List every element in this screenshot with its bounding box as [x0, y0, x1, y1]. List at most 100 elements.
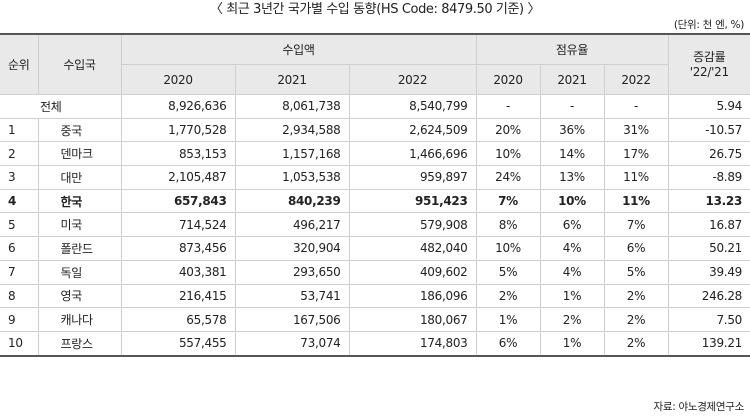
amount-cell: 1,157,168 — [234, 141, 349, 167]
table-row: 3 대만 2,105,487 1,053,538 959,897 24% 13%… — [0, 165, 750, 190]
amount-cell: 2,624,509 — [348, 118, 476, 143]
amount-cell: 482,040 — [348, 236, 476, 261]
header-growth-line2: '22/'21 — [689, 64, 729, 79]
total-label: 전체 — [0, 94, 121, 119]
share-cell: 2% — [539, 307, 604, 332]
share-cell: 10% — [539, 189, 604, 214]
total-amount: 8,926,636 — [120, 94, 235, 119]
amount-cell: 73,074 — [234, 331, 349, 357]
share-cell: 4% — [539, 236, 604, 261]
rank-cell: 9 — [0, 307, 38, 332]
table-row: 8 영국 216,415 53,741 186,096 2% 1% 2% 246… — [0, 284, 750, 309]
rank-cell: 4 — [0, 189, 38, 214]
amount-cell: 1,466,696 — [348, 141, 476, 167]
country-cell: 중국 — [37, 118, 121, 143]
table-row: 10 프랑스 557,455 73,074 174,803 6% 1% 2% 1… — [0, 331, 750, 357]
share-cell: 24% — [475, 165, 540, 190]
amount-cell: 873,456 — [120, 236, 235, 261]
amount-cell: 1,770,528 — [120, 118, 235, 143]
table-row: 1 중국 1,770,528 2,934,588 2,624,509 20% 3… — [0, 118, 750, 143]
share-cell: 7% — [603, 212, 668, 238]
growth-cell: 16.87 — [667, 212, 750, 238]
share-cell: 36% — [539, 118, 604, 143]
header-amount-year: 2021 — [234, 64, 349, 95]
table-row: 5 미국 714,524 496,217 579,908 8% 6% 7% 16… — [0, 212, 750, 238]
amount-cell: 1,053,538 — [234, 165, 349, 190]
header-share: 점유율 — [475, 33, 668, 65]
share-cell: 1% — [539, 284, 604, 309]
total-share: - — [603, 94, 668, 119]
header-rank: 순위 — [0, 33, 38, 95]
amount-cell: 216,415 — [120, 284, 235, 309]
header-amount-year: 2020 — [120, 64, 235, 95]
table-row-highlighted: 4 한국 657,843 840,239 951,423 7% 10% 11% … — [0, 189, 750, 214]
share-cell: 20% — [475, 118, 540, 143]
share-cell: 4% — [539, 260, 604, 285]
total-amount: 8,061,738 — [234, 94, 349, 119]
share-cell: 2% — [603, 284, 668, 309]
rank-cell: 7 — [0, 260, 38, 285]
amount-cell: 496,217 — [234, 212, 349, 238]
growth-cell: -10.57 — [667, 118, 750, 143]
amount-cell: 579,908 — [348, 212, 476, 238]
share-cell: 5% — [603, 260, 668, 285]
amount-cell: 853,153 — [120, 141, 235, 167]
share-cell: 2% — [475, 284, 540, 309]
country-cell: 캐나다 — [37, 307, 121, 332]
country-cell: 영국 — [37, 284, 121, 309]
country-cell: 독일 — [37, 260, 121, 285]
amount-cell: 174,803 — [348, 331, 476, 357]
share-cell: 7% — [475, 189, 540, 214]
growth-cell: 7.50 — [667, 307, 750, 332]
amount-cell: 320,904 — [234, 236, 349, 261]
amount-cell: 293,650 — [234, 260, 349, 285]
amount-cell: 167,506 — [234, 307, 349, 332]
total-row: 전체 8,926,636 8,061,738 8,540,799 - - - 5… — [0, 94, 750, 119]
growth-cell: 39.49 — [667, 260, 750, 285]
rank-cell: 1 — [0, 118, 38, 143]
share-cell: 11% — [603, 165, 668, 190]
share-cell: 10% — [475, 141, 540, 167]
amount-cell: 657,843 — [120, 189, 235, 214]
total-share: - — [539, 94, 604, 119]
header-growth: 증감률 '22/'21 — [667, 33, 750, 95]
country-cell: 미국 — [37, 212, 121, 238]
share-cell: 10% — [475, 236, 540, 261]
share-cell: 17% — [603, 141, 668, 167]
share-cell: 14% — [539, 141, 604, 167]
amount-cell: 53,741 — [234, 284, 349, 309]
share-cell: 6% — [475, 331, 540, 357]
source-note: 자료: 야노경제연구소 — [653, 401, 744, 413]
total-amount: 8,540,799 — [348, 94, 476, 119]
share-cell: 2% — [603, 307, 668, 332]
country-cell: 프랑스 — [37, 331, 121, 357]
total-growth: 5.94 — [667, 94, 750, 119]
share-cell: 2% — [603, 331, 668, 357]
total-share: - — [475, 94, 540, 119]
table-row: 7 독일 403,381 293,650 409,602 5% 4% 5% 39… — [0, 260, 750, 285]
growth-cell: 246.28 — [667, 284, 750, 309]
table-row: 6 폴란드 873,456 320,904 482,040 10% 4% 6% … — [0, 236, 750, 261]
country-cell: 한국 — [37, 189, 121, 214]
amount-cell: 840,239 — [234, 189, 349, 214]
growth-cell: 26.75 — [667, 141, 750, 167]
share-cell: 1% — [539, 331, 604, 357]
amount-cell: 65,578 — [120, 307, 235, 332]
country-cell: 덴마크 — [37, 141, 121, 167]
growth-cell: 13.23 — [667, 189, 750, 214]
rank-cell: 3 — [0, 165, 38, 190]
share-cell: 1% — [475, 307, 540, 332]
share-cell: 31% — [603, 118, 668, 143]
share-cell: 5% — [475, 260, 540, 285]
amount-cell: 951,423 — [348, 189, 476, 214]
rank-cell: 5 — [0, 212, 38, 238]
country-cell: 대만 — [37, 165, 121, 190]
amount-cell: 959,897 — [348, 165, 476, 190]
rank-cell: 10 — [0, 331, 38, 357]
table-body: 전체 8,926,636 8,061,738 8,540,799 - - - 5… — [0, 94, 750, 357]
share-cell: 13% — [539, 165, 604, 190]
share-cell: 6% — [539, 212, 604, 238]
header-growth-line1: 증감률 — [693, 49, 726, 64]
country-cell: 폴란드 — [37, 236, 121, 261]
growth-cell: 50.21 — [667, 236, 750, 261]
